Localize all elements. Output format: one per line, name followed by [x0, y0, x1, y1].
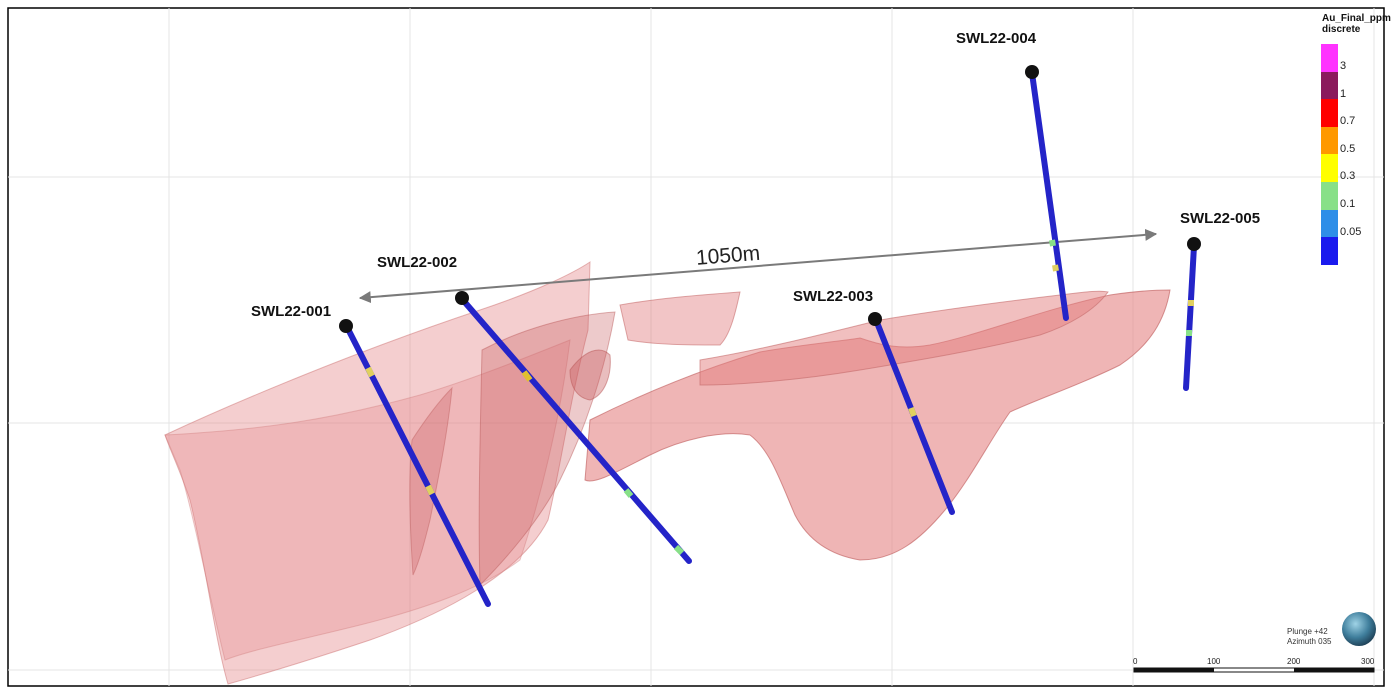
legend-swatch	[1321, 71, 1338, 100]
scale-label: 200	[1287, 657, 1301, 666]
solid-west-lens	[164, 261, 591, 685]
collar-marker[interactable]	[1187, 237, 1201, 251]
azimuth-readout: Azimuth 035	[1287, 637, 1332, 646]
scale-label: 0	[1133, 657, 1138, 666]
collar-marker[interactable]	[1025, 65, 1039, 79]
legend-swatch	[1321, 44, 1338, 72]
solid-west-inner	[164, 339, 571, 661]
legend-color-bar	[1321, 44, 1338, 265]
orientation-globe-icon[interactable]	[1342, 612, 1376, 646]
scale-label: 300	[1361, 657, 1375, 666]
scale-label: 100	[1207, 657, 1221, 666]
distance-arrow: 1050m	[358, 228, 1158, 304]
hole-label: SWL22-005	[1180, 210, 1260, 227]
viewport-frame	[7, 7, 1385, 687]
plunge-readout: Plunge +42	[1287, 627, 1328, 636]
legend-swatch	[1321, 154, 1338, 182]
solid-small-pod	[569, 349, 611, 401]
legend-item-label: 0.7	[1340, 115, 1356, 128]
legend-swatch	[1321, 209, 1338, 238]
hole-label: SWL22-003	[793, 288, 873, 305]
legend-item-label: 3	[1340, 60, 1347, 72]
mineralized-solids	[164, 261, 1171, 685]
drillhole-SWL22-003[interactable]: SWL22-003	[793, 288, 955, 515]
legend-item-label: 0.5	[1340, 142, 1356, 155]
legend-item-label: 0.05	[1340, 225, 1362, 238]
hole-label: SWL22-004	[956, 30, 1037, 47]
collar-marker[interactable]	[455, 291, 469, 305]
distance-label: 1050m	[695, 242, 761, 270]
hole-label: SWL22-002	[377, 254, 457, 271]
legend-item-label: 0.1	[1340, 198, 1356, 210]
legend-item-label: 0.3	[1340, 170, 1356, 183]
legend-item-label: 1	[1340, 87, 1347, 100]
collar-marker[interactable]	[339, 319, 353, 333]
collar-marker[interactable]	[868, 312, 882, 326]
drillhole-SWL22-002[interactable]: SWL22-002	[377, 254, 692, 564]
drillhole-SWL22-005[interactable]: SWL22-005	[1180, 210, 1260, 391]
legend-swatch	[1321, 181, 1338, 210]
legend-swatch	[1321, 237, 1338, 265]
solid-vein-b	[409, 386, 453, 576]
drillhole-SWL22-001[interactable]: SWL22-001	[251, 303, 491, 607]
legend-title: Au_Final_ppm discrete	[1322, 13, 1391, 35]
solid-vein-a	[478, 311, 616, 587]
legend-swatch	[1321, 126, 1338, 155]
hole-label: SWL22-001	[251, 303, 331, 320]
legend-swatch	[1321, 99, 1338, 127]
orientation-readout: Plunge +42 Azimuth 035	[1287, 627, 1331, 647]
scale-bar	[1133, 667, 1375, 673]
drillhole-SWL22-004[interactable]: SWL22-004	[956, 30, 1069, 321]
